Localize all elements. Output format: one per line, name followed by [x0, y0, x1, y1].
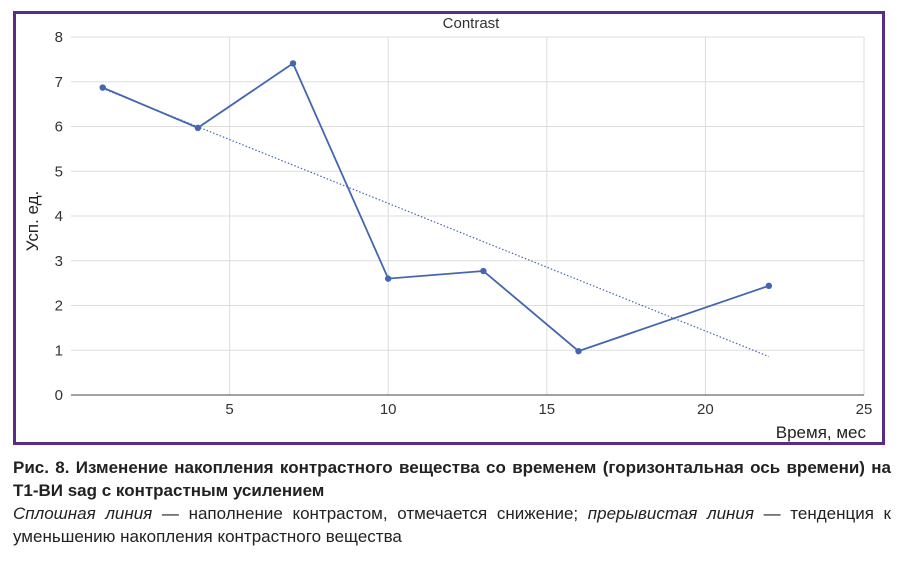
- data-point: [765, 282, 773, 290]
- caption-solid-desc: — наполнение контрастом, отмечается сниж…: [152, 504, 588, 523]
- x-tick-label: 15: [538, 401, 555, 418]
- grid: [71, 36, 865, 395]
- chart-frame: 0 1 2 3 4 5 6 7 8 5 10 15 20 25 Contrast Усп. ед. Вре…: [13, 11, 885, 445]
- tick-labels: 0 1 2 3 4 5 6 7 8 5 10 15 20 25: [55, 29, 873, 418]
- y-axis-label: Усп. ед.: [23, 191, 42, 252]
- y-tick-label: 8: [55, 29, 63, 46]
- caption-text: Сплошная линия — наполнение контрастом, …: [13, 502, 891, 548]
- y-tick-label: 5: [55, 163, 63, 180]
- caption-dashed-desc: — тенденция к уменьшению накопления конт…: [13, 504, 891, 546]
- caption-title: Рис. 8. Изменение накопления контрастног…: [13, 458, 891, 500]
- data-point: [385, 275, 392, 282]
- series: [99, 60, 773, 358]
- y-tick-label: 1: [55, 342, 63, 359]
- y-tick-label: 6: [55, 119, 63, 136]
- caption-dashed-term: прерывистая линия: [587, 504, 754, 523]
- y-tick-label: 7: [55, 74, 63, 91]
- y-tick-label: 3: [55, 253, 63, 270]
- caption-solid-term: Сплошная линия: [13, 504, 153, 523]
- y-tick-label: 0: [55, 387, 63, 404]
- y-tick-label: 2: [55, 298, 63, 315]
- figure-caption: Рис. 8. Изменение накопления контрастног…: [13, 456, 891, 548]
- x-tick-label: 10: [380, 401, 397, 418]
- line-chart: 0 1 2 3 4 5 6 7 8 5 10 15 20 25 Contrast Усп. ед. Вре…: [23, 15, 873, 442]
- x-tick-label: 5: [225, 401, 233, 418]
- data-point: [480, 267, 487, 275]
- y-tick-label: 4: [55, 208, 63, 225]
- data-line: [102, 62, 770, 353]
- x-tick-label: 20: [697, 401, 714, 418]
- x-axis-label: Время, мес: [776, 423, 867, 442]
- trend-line: [102, 87, 770, 358]
- data-point: [194, 124, 202, 132]
- data-point: [575, 347, 582, 355]
- x-tick-label: 25: [856, 401, 873, 418]
- chart-title: Contrast: [443, 15, 501, 32]
- data-point: [99, 84, 106, 91]
- data-point: [289, 60, 297, 67]
